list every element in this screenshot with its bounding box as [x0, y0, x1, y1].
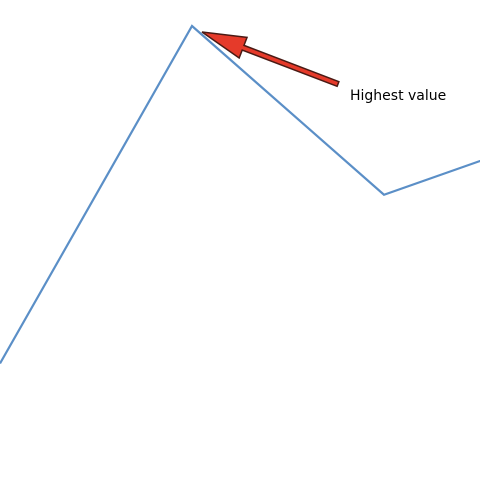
series-line [0, 24, 480, 365]
annotation-arrow [201, 31, 340, 88]
points-layer [0, 26, 480, 364]
annotation-label: Highest value [350, 88, 446, 104]
